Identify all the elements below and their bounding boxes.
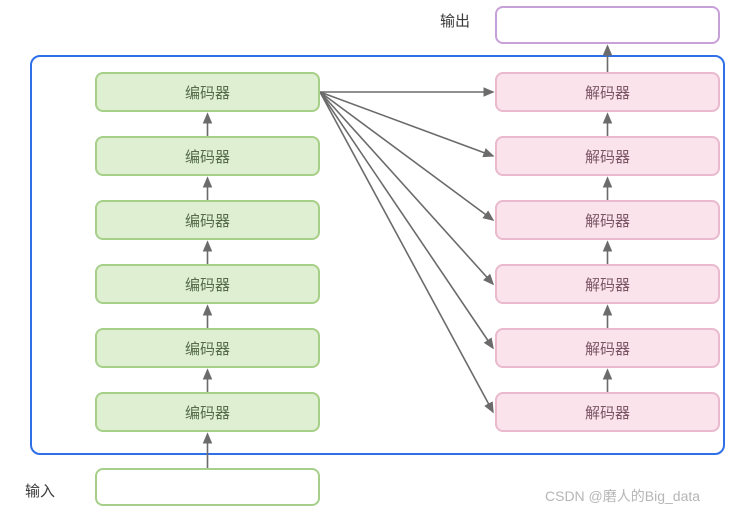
decoder-label: 解码器	[585, 402, 630, 423]
encoder-box: 编码器	[95, 264, 320, 304]
encoder-box: 编码器	[95, 136, 320, 176]
encoder-box: 编码器	[95, 72, 320, 112]
output-label: 输出	[440, 10, 470, 31]
decoder-box: 解码器	[495, 200, 720, 240]
encoder-box: 编码器	[95, 328, 320, 368]
input-label: 输入	[25, 480, 55, 501]
encoder-label: 编码器	[185, 210, 230, 231]
output-box	[495, 6, 720, 44]
decoder-box: 解码器	[495, 328, 720, 368]
decoder-box: 解码器	[495, 136, 720, 176]
encoder-box: 编码器	[95, 392, 320, 432]
decoder-label: 解码器	[585, 210, 630, 231]
decoder-label: 解码器	[585, 82, 630, 103]
decoder-box: 解码器	[495, 392, 720, 432]
encoder-label: 编码器	[185, 146, 230, 167]
encoder-label: 编码器	[185, 274, 230, 295]
decoder-label: 解码器	[585, 274, 630, 295]
encoder-label: 编码器	[185, 338, 230, 359]
encoder-label: 编码器	[185, 402, 230, 423]
watermark-text: CSDN @磨人的Big_data	[545, 486, 700, 506]
decoder-box: 解码器	[495, 72, 720, 112]
decoder-label: 解码器	[585, 338, 630, 359]
decoder-label: 解码器	[585, 146, 630, 167]
decoder-box: 解码器	[495, 264, 720, 304]
encoder-box: 编码器	[95, 200, 320, 240]
diagram-stage: 输出 输入 CSDN @磨人的Big_data 编码器解码器编码器解码器编码器解…	[0, 0, 753, 508]
input-box	[95, 468, 320, 506]
encoder-label: 编码器	[185, 82, 230, 103]
